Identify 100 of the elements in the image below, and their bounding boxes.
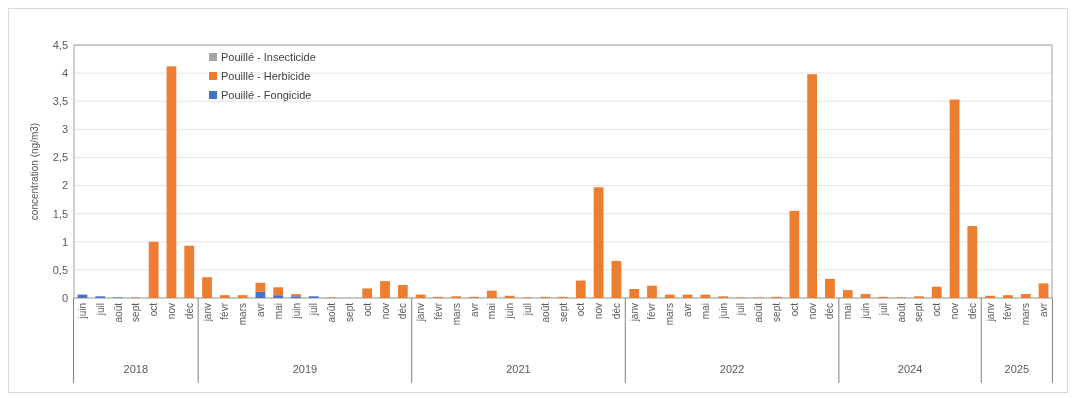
x-tick-label: août xyxy=(539,302,551,323)
x-tick-label: juil xyxy=(94,303,106,317)
x-tick-label: juil xyxy=(735,303,747,317)
text: 2018 xyxy=(123,363,149,375)
bar xyxy=(1020,294,1031,298)
text: 2019 xyxy=(292,363,318,375)
x-tick-label: févr xyxy=(219,302,231,320)
text: 2025 xyxy=(1004,363,1030,375)
x-tick-label: mars xyxy=(664,303,676,326)
x-tick-label: juin xyxy=(860,303,872,320)
bar xyxy=(380,281,390,298)
x-tick-label: sept xyxy=(771,302,783,322)
bar xyxy=(415,294,426,298)
bar xyxy=(700,294,711,298)
x-tick-label: août xyxy=(753,302,765,323)
bar xyxy=(593,187,604,298)
x-tick-label: oct xyxy=(148,302,160,317)
x-tick-label: déc xyxy=(966,303,978,320)
x-tick-label: juin xyxy=(290,303,302,320)
x-tick-label: sept xyxy=(343,302,355,322)
x-tick-label: mai xyxy=(699,303,711,320)
bar xyxy=(184,245,195,298)
legend-label: Pouillé - Herbicide xyxy=(221,70,311,82)
x-tick-label: sept xyxy=(913,302,925,322)
x-tick-label: août xyxy=(112,302,124,323)
text: 2022 xyxy=(719,363,745,375)
x-tick-label: oct xyxy=(788,302,800,317)
y-tick-label: 4 xyxy=(61,66,68,79)
x-tick-label: juil xyxy=(521,303,533,317)
x-tick-label: nov xyxy=(949,303,961,320)
x-tick-label: mai xyxy=(486,303,498,320)
bar xyxy=(575,280,586,298)
x-tick-label: déc xyxy=(183,303,195,320)
bar xyxy=(202,277,212,298)
bar xyxy=(860,294,871,298)
y-tick-label: 4,5 xyxy=(52,38,68,51)
x-tick-label: mars xyxy=(450,303,462,326)
x-tick-label: janv xyxy=(984,303,996,323)
y-tick-label: 2 xyxy=(61,179,68,192)
x-tick-label: nov xyxy=(379,303,391,320)
x-tick-label: avr xyxy=(1038,302,1050,317)
x-tick-label: nov xyxy=(165,303,177,320)
y-tick-label: 1,5 xyxy=(52,207,68,220)
x-tick-label: nov xyxy=(806,303,818,320)
bar xyxy=(273,287,284,296)
bar xyxy=(255,282,266,292)
x-tick-label: juin xyxy=(504,303,516,320)
x-tick-label: mars xyxy=(1020,303,1032,326)
bar xyxy=(1038,283,1049,298)
x-tick-label: avr xyxy=(682,302,694,317)
x-tick-label: juin xyxy=(76,303,88,320)
bar xyxy=(166,66,177,298)
x-tick-label: août xyxy=(895,302,907,323)
bar xyxy=(273,295,284,298)
y-tick-label: 3 xyxy=(61,123,68,136)
x-tick-label: mai xyxy=(842,303,854,320)
bar xyxy=(611,260,622,298)
bar xyxy=(1003,295,1013,298)
x-tick-label: avr xyxy=(468,302,480,317)
bar xyxy=(237,295,248,298)
x-tick-label: août xyxy=(326,302,338,323)
x-tick-label: janv xyxy=(415,303,427,323)
x-tick-label: avr xyxy=(254,302,266,317)
bar xyxy=(219,295,230,298)
y-tick-label: 3,5 xyxy=(52,95,68,108)
bar xyxy=(931,286,942,298)
y-tick-label: 2,5 xyxy=(52,151,68,164)
legend-label: Pouillé - Fongicide xyxy=(221,89,312,101)
bar xyxy=(664,294,675,298)
x-tick-label: nov xyxy=(593,303,605,320)
y-tick-label: 0 xyxy=(61,291,68,304)
bar xyxy=(148,241,159,298)
text: 2024 xyxy=(897,363,923,375)
x-tick-label: déc xyxy=(610,303,622,320)
x-tick-label: juil xyxy=(877,303,889,317)
x-tick-label: déc xyxy=(824,303,836,320)
x-tick-label: mars xyxy=(237,303,249,326)
x-tick-label: févr xyxy=(432,302,444,320)
x-tick-label: janv xyxy=(201,303,213,323)
bar xyxy=(789,210,800,298)
bar xyxy=(486,290,497,298)
y-tick-label: 0,5 xyxy=(52,263,68,276)
x-tick-label: mai xyxy=(272,303,284,320)
x-tick-label: déc xyxy=(397,303,409,320)
legend-label: Pouillé - Insecticide xyxy=(221,51,316,63)
x-tick-label: oct xyxy=(931,302,943,317)
x-tick-label: juin xyxy=(717,303,729,320)
x-tick-label: oct xyxy=(575,302,587,317)
bar xyxy=(949,99,960,298)
bar xyxy=(967,226,978,298)
x-tick-label: févr xyxy=(646,302,658,320)
x-tick-label: sept xyxy=(557,302,569,322)
bar xyxy=(825,278,835,298)
bar xyxy=(362,288,373,298)
bar xyxy=(807,74,818,298)
y-axis-title: concentration (ng/m3) xyxy=(29,122,40,221)
x-tick-label: juil xyxy=(308,303,320,317)
x-tick-label: oct xyxy=(361,302,373,317)
y-tick-label: 1 xyxy=(61,235,68,248)
x-tick-label: sept xyxy=(130,302,142,322)
